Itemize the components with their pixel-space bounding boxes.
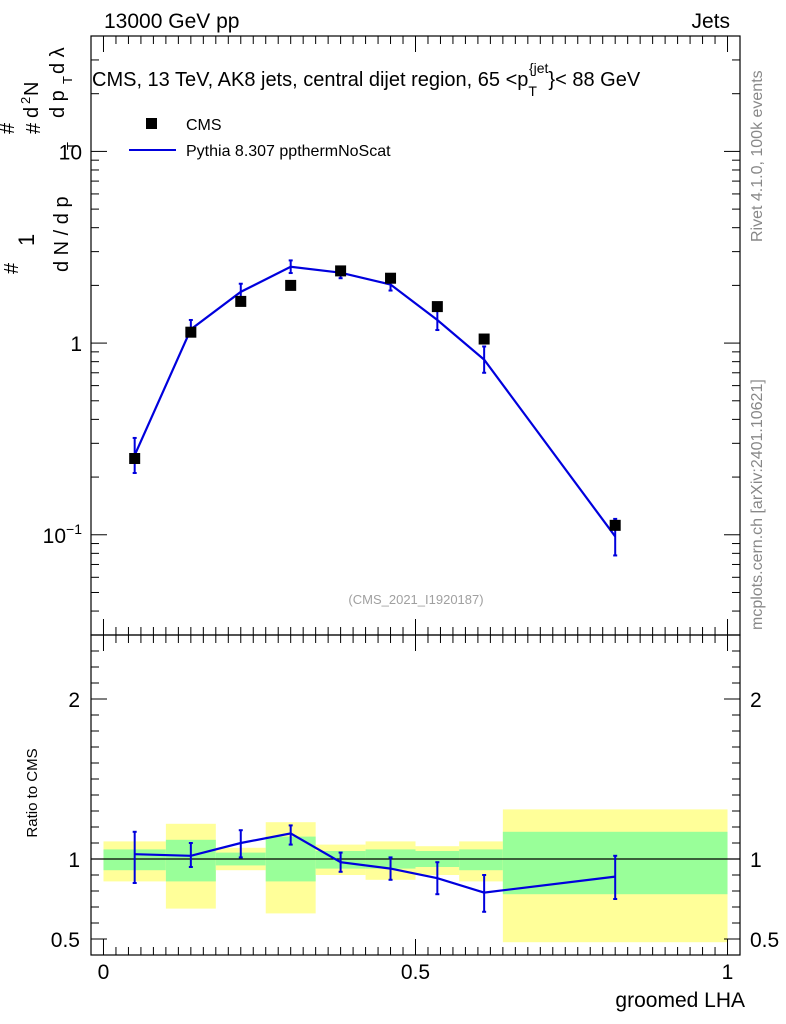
main-data-layer [129,259,621,557]
ylabel-T-sub-2: T [60,76,75,84]
main-y-tick-label: 10 [59,141,82,164]
analysis-watermark: (CMS_2021_I1920187) [348,592,483,607]
ylabel-one: 1 [14,234,39,246]
ratio-x-tick-label: 0 [98,961,110,984]
main-y-tick-label: 10−1 [43,521,83,548]
header-left-label: 13000 GeV pp [104,10,239,33]
ratio-stat-band [459,849,503,871]
ylabel-dN-dpT: d N / d p [51,196,73,272]
ylabel-dlambda: d λ [47,47,69,74]
ylabel-hash: # [1,262,23,274]
ratio-y-tick-label-left: 0.5 [51,929,80,952]
cms-data-point [185,326,197,338]
ratio-y-tick-label-left: 1 [68,849,80,872]
ylabel-dpT-2: d p [47,90,69,118]
ylabel-d: d [21,107,43,118]
rivet-version-label: Rivet 4.1.0, 100k events [749,70,766,242]
cms-data-point [431,301,443,313]
cms-data-point [478,333,490,345]
ratio-x-tick-labels: 0 0.5 1 [98,961,734,984]
ratio-uncertainty-bands [103,809,728,943]
ylabel-T-sub: T [64,142,79,150]
ylabel-hash-3: # [23,122,45,134]
cms-data-point [285,279,297,291]
header-right-label: Jets [691,10,730,33]
cms-data-point [609,519,621,531]
plot-title: CMS, 13 TeV, AK8 jets, central dijet reg… [92,60,641,99]
ratio-y-tick-label-left: 2 [68,689,80,712]
ratio-axis-ticks [91,634,740,955]
legend: CMS Pythia 8.307 ppthermNoScat [129,117,391,160]
mcplots-label: mcplots.cern.ch [arXiv:2401.10621] [749,379,766,630]
legend-cms-marker [146,118,157,129]
main-y-tick-label: 1 [70,333,82,356]
ratio-panel: 0.5 0.51 12 2 0 0.5 1 Ratio to CMS groomed LH… [24,634,779,1012]
svg-text:#: # [1,262,23,274]
main-y-axis-label: # 1 d N / d p T # # d 2 N d p T d λ [0,47,79,274]
ylabel-hash-2: # [0,122,19,134]
ylabel-N: N [21,82,43,96]
ylabel-two: 2 [18,97,33,104]
ratio-y-tick-label-right: 0.5 [750,929,779,952]
ratio-data-layer [91,824,740,913]
x-axis-label: groomed LHA [615,989,745,1012]
ratio-y-tick-label-right: 1 [750,849,762,872]
cms-data-point [335,265,347,277]
legend-pythia-label: Pythia 8.307 ppthermNoScat [186,143,391,160]
main-panel: 10−1 1 10 CMS, 13 TeV, AK8 jets, central d… [43,35,741,636]
main-y-tick-labels: 10−1 1 10 [43,141,83,547]
pythia-main-line [133,265,617,538]
cms-data-point [235,295,247,307]
cms-data-point [129,452,141,464]
main-axis-ticks [91,35,740,636]
ratio-y-axis-label: Ratio to CMS [24,748,41,837]
ratio-y-tick-labels: 0.5 0.5 1 1 2 2 [51,689,779,952]
ratio-y-tick-label-right: 2 [750,689,762,712]
ratio-x-tick-label: 0.5 [401,961,430,984]
ratio-x-tick-label: 1 [722,961,734,984]
cms-data-point [385,272,397,284]
legend-cms-label: CMS [186,117,222,134]
